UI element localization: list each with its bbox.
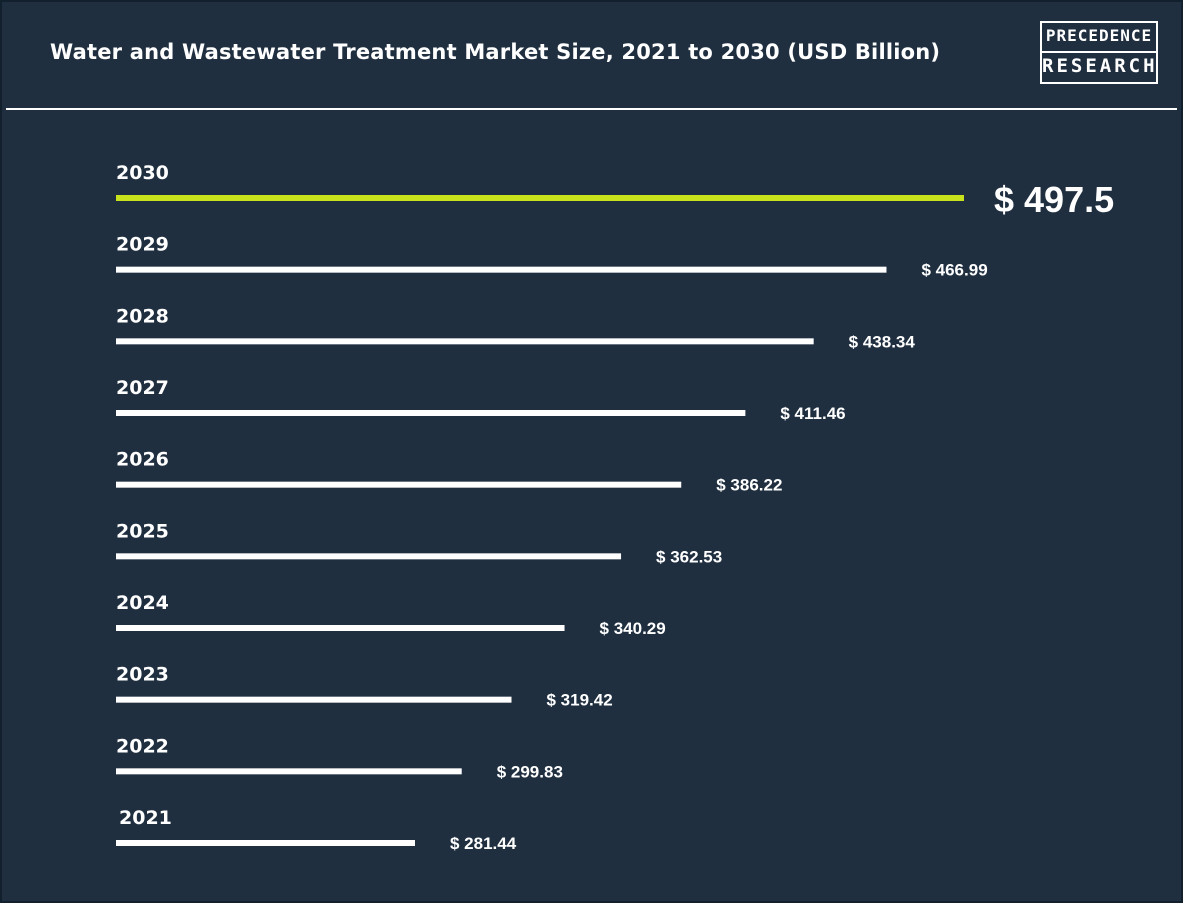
- value-label-2021: $ 281.44: [450, 834, 517, 853]
- bar-2022: [116, 768, 462, 775]
- year-label-2022: 2022: [116, 735, 169, 757]
- value-label-2024: $ 340.29: [600, 619, 666, 638]
- value-label-2026: $ 386.22: [716, 476, 782, 495]
- bar-2024: [116, 625, 565, 631]
- logo-divider: [1042, 51, 1156, 53]
- year-label-2025: 2025: [116, 520, 169, 542]
- precedence-research-logo: PRECEDENCE RESEARCH: [1040, 21, 1158, 84]
- value-label-2027: $ 411.46: [780, 404, 845, 423]
- logo-text-line2: RESEARCH: [1042, 55, 1158, 77]
- year-label-2023: 2023: [116, 664, 169, 686]
- header-divider: [6, 108, 1177, 110]
- year-label-2030: 2030: [116, 162, 169, 184]
- value-label-2029: $ 466.99: [921, 261, 987, 280]
- value-label-2030: $ 497.5: [994, 179, 1114, 220]
- bar-2030: [116, 195, 964, 201]
- value-label-2022: $ 299.83: [497, 762, 563, 781]
- value-label-2025: $ 362.53: [656, 547, 722, 566]
- bar-2027: [116, 410, 746, 416]
- value-label-2023: $ 319.42: [547, 691, 613, 710]
- bar-2026: [116, 481, 682, 488]
- bar-2023: [116, 696, 512, 703]
- bar-2025: [116, 553, 622, 560]
- year-label-2024: 2024: [116, 592, 169, 614]
- logo-text-line1: PRECEDENCE: [1045, 26, 1153, 45]
- year-label-2029: 2029: [116, 234, 169, 256]
- year-label-2028: 2028: [116, 305, 169, 327]
- year-label-2026: 2026: [116, 449, 169, 471]
- bar-2021: [116, 840, 415, 846]
- year-label-2021: 2021: [119, 807, 172, 829]
- chart-title: Water and Wastewater Treatment Market Si…: [50, 40, 941, 64]
- year-label-2027: 2027: [116, 377, 169, 399]
- value-label-2028: $ 438.34: [849, 332, 916, 351]
- bar-2029: [116, 266, 887, 273]
- bar-2028: [116, 338, 814, 345]
